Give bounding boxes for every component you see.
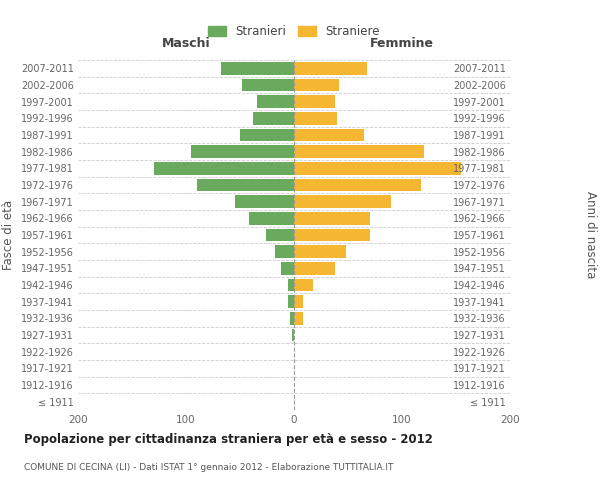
Bar — [287, 279, 294, 291]
Y-axis label: Fasce di età: Fasce di età — [2, 200, 16, 270]
Bar — [294, 212, 370, 224]
Bar — [275, 246, 294, 258]
Bar — [294, 96, 335, 108]
Bar — [294, 196, 391, 208]
Text: Femmine: Femmine — [370, 37, 434, 50]
Bar — [294, 246, 346, 258]
Bar — [294, 79, 340, 92]
Text: Anni di nascita: Anni di nascita — [584, 192, 597, 278]
Bar — [257, 96, 294, 108]
Bar — [294, 296, 302, 308]
Bar — [221, 62, 294, 74]
Bar — [154, 162, 294, 174]
Text: Maschi: Maschi — [161, 37, 211, 50]
Bar — [242, 79, 294, 92]
Bar — [294, 179, 421, 192]
Bar — [191, 146, 294, 158]
Bar — [281, 262, 294, 274]
Bar — [197, 179, 294, 192]
Bar — [294, 146, 424, 158]
Bar — [294, 162, 461, 174]
Bar — [292, 329, 294, 341]
Text: Popolazione per cittadinanza straniera per età e sesso - 2012: Popolazione per cittadinanza straniera p… — [24, 432, 433, 446]
Bar — [290, 312, 294, 324]
Bar — [294, 312, 302, 324]
Legend: Stranieri, Straniere: Stranieri, Straniere — [203, 20, 385, 43]
Bar — [287, 296, 294, 308]
Bar — [248, 212, 294, 224]
Bar — [294, 279, 313, 291]
Bar — [294, 112, 337, 124]
Bar — [235, 196, 294, 208]
Bar — [294, 262, 335, 274]
Bar — [294, 229, 370, 241]
Bar — [294, 62, 367, 74]
Bar — [294, 129, 364, 141]
Bar — [266, 229, 294, 241]
Text: COMUNE DI CECINA (LI) - Dati ISTAT 1° gennaio 2012 - Elaborazione TUTTITALIA.IT: COMUNE DI CECINA (LI) - Dati ISTAT 1° ge… — [24, 462, 394, 471]
Bar — [240, 129, 294, 141]
Bar — [253, 112, 294, 124]
